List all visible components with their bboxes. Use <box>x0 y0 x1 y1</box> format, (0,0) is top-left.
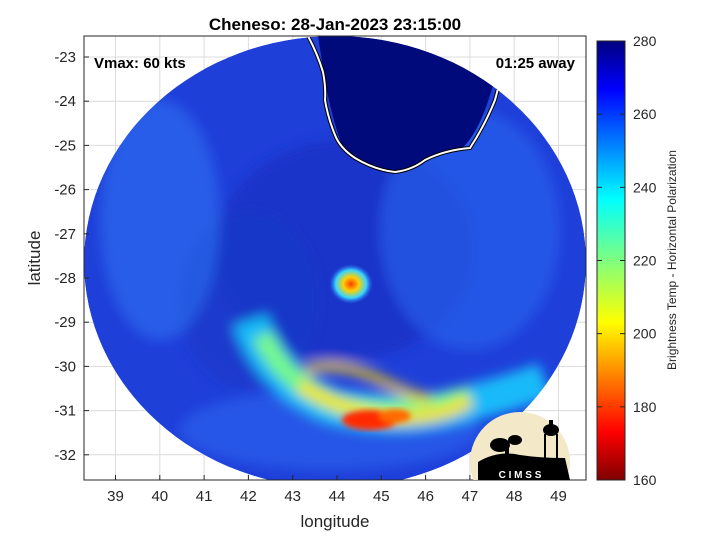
x-tick-label: 44 <box>329 488 346 505</box>
y-tick-label: -25 <box>54 137 76 154</box>
logo-silhouette <box>478 420 570 480</box>
logo-text: C I M S S <box>499 470 542 481</box>
y-tick-label: -27 <box>54 226 76 243</box>
y-tick-label: -30 <box>54 358 76 375</box>
colorbar-tick-label: 240 <box>633 179 657 195</box>
y-tick-label: -28 <box>54 270 76 287</box>
x-tick-label: 41 <box>196 488 213 505</box>
x-tick-label: 39 <box>107 488 124 505</box>
x-tick-label: 43 <box>284 488 301 505</box>
chart-title: Cheneso: 28-Jan-2023 23:15:00 <box>209 15 461 34</box>
vmax-label: Vmax: 60 kts <box>94 55 186 72</box>
x-axis-label: longitude <box>300 512 369 531</box>
colorbar-tick-label: 200 <box>633 326 657 342</box>
cimss-logo: C I M S S <box>470 412 570 481</box>
colorbar-tick-label: 280 <box>633 33 657 49</box>
x-tick-label: 42 <box>240 488 257 505</box>
colorbar-ticks: 280 260 240 220 200 180 160 <box>597 33 657 488</box>
y-axis: -23 -24 -25 -26 -27 -28 -29 -30 -31 -32 <box>54 49 89 464</box>
x-tick-label: 49 <box>550 488 567 505</box>
colorbar-label: Brightness Temp - Horizontal Polarizatio… <box>665 150 679 370</box>
cloud-bands <box>100 100 560 470</box>
time-away-label: 01:25 away <box>496 55 576 72</box>
plot-frame <box>83 35 587 481</box>
y-axis-label: latitude <box>25 231 44 286</box>
hot-core <box>342 409 411 430</box>
colorbar-tick-label: 220 <box>633 253 657 269</box>
imagery-layer <box>84 36 586 480</box>
y-tick-label: -31 <box>54 403 76 420</box>
coastline <box>307 36 513 174</box>
x-tick-label: 47 <box>462 488 479 505</box>
microwave-swath <box>84 36 586 480</box>
y-tick-label: -23 <box>54 49 76 66</box>
colorbar-tick-label: 260 <box>633 106 657 122</box>
x-tick-label: 46 <box>417 488 434 505</box>
storm-eye <box>329 264 373 304</box>
colorbar-tick-label: 160 <box>633 472 657 488</box>
y-tick-label: -29 <box>54 314 76 331</box>
x-tick-label: 40 <box>151 488 168 505</box>
y-tick-label: -24 <box>54 93 76 110</box>
colorbar-tick-label: 180 <box>633 399 657 415</box>
x-axis: 39 40 41 42 43 44 45 46 47 48 49 <box>107 475 567 505</box>
x-tick-label: 48 <box>506 488 523 505</box>
plot-area: 39 40 41 42 43 44 45 46 47 48 49 -23-24-25-26-27-2… <box>54 35 587 505</box>
x-tick-label: 45 <box>373 488 390 505</box>
colorbar: 280 260 240 220 200 180 160 Brightness Temp - … <box>596 33 679 488</box>
y-tick-label: -26 <box>54 182 76 199</box>
y-tick-label: -32 <box>54 447 76 464</box>
land-madagascar <box>318 36 510 172</box>
